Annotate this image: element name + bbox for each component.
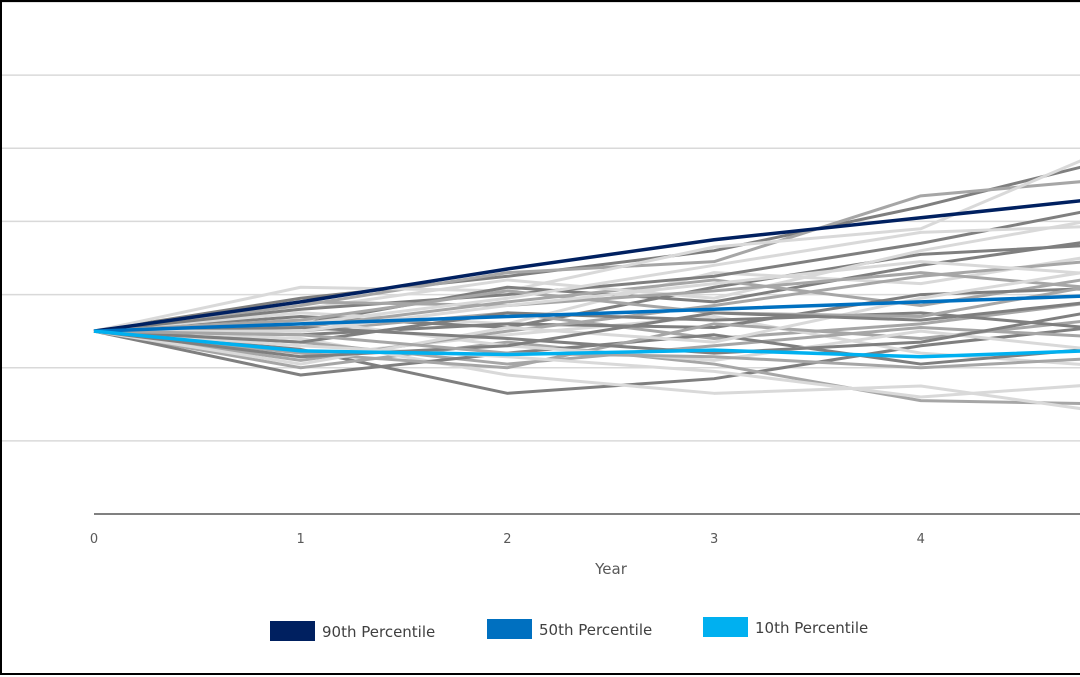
simulation-path: [93, 180, 1080, 333]
gridlines: [2, 2, 1080, 442]
legend-item: 90th Percentile: [270, 621, 435, 641]
percentile-line: [93, 294, 1080, 333]
legend-label: 10th Percentile: [755, 619, 868, 637]
x-tick-label: 2: [503, 532, 511, 547]
x-tick-label: 3: [710, 532, 718, 547]
x-tick-label: 0: [90, 532, 98, 547]
percentile-line: [93, 199, 1080, 333]
simulation-path: [93, 312, 1080, 355]
simulation-path: [93, 260, 1080, 362]
legend-item: 10th Percentile: [703, 617, 868, 637]
simulation-path: [93, 271, 1080, 366]
simulation-path: [93, 301, 1080, 359]
legend-label: 90th Percentile: [322, 623, 435, 641]
simulation-path: [93, 329, 1080, 377]
legend-swatch: [703, 617, 748, 637]
simulation-path: [93, 329, 1080, 411]
legend: 90th Percentile 50th Percentile 10th Perce…: [270, 617, 868, 641]
legend-label: 50th Percentile: [539, 621, 652, 639]
simulation-path: [93, 165, 1080, 333]
simulation-path: [93, 329, 1080, 370]
simulation-path: [93, 244, 1080, 333]
legend-swatch: [487, 619, 532, 639]
legend-swatch: [270, 621, 315, 641]
x-tick-label: 1: [297, 532, 305, 547]
simulation-path: [93, 329, 1080, 399]
x-axis-tick-labels: 0 1 2 3 4: [90, 532, 925, 547]
legend-item: 50th Percentile: [487, 619, 652, 639]
simulation-paths: [93, 159, 1080, 411]
x-tick-label: 4: [917, 532, 925, 547]
x-axis-title: Year: [594, 560, 628, 578]
percentile-lines: [93, 199, 1080, 359]
percentile-line: [93, 329, 1080, 359]
simulation-path: [94, 260, 1080, 333]
simulation-path: [93, 210, 1080, 333]
simulation-path: [93, 286, 1080, 333]
